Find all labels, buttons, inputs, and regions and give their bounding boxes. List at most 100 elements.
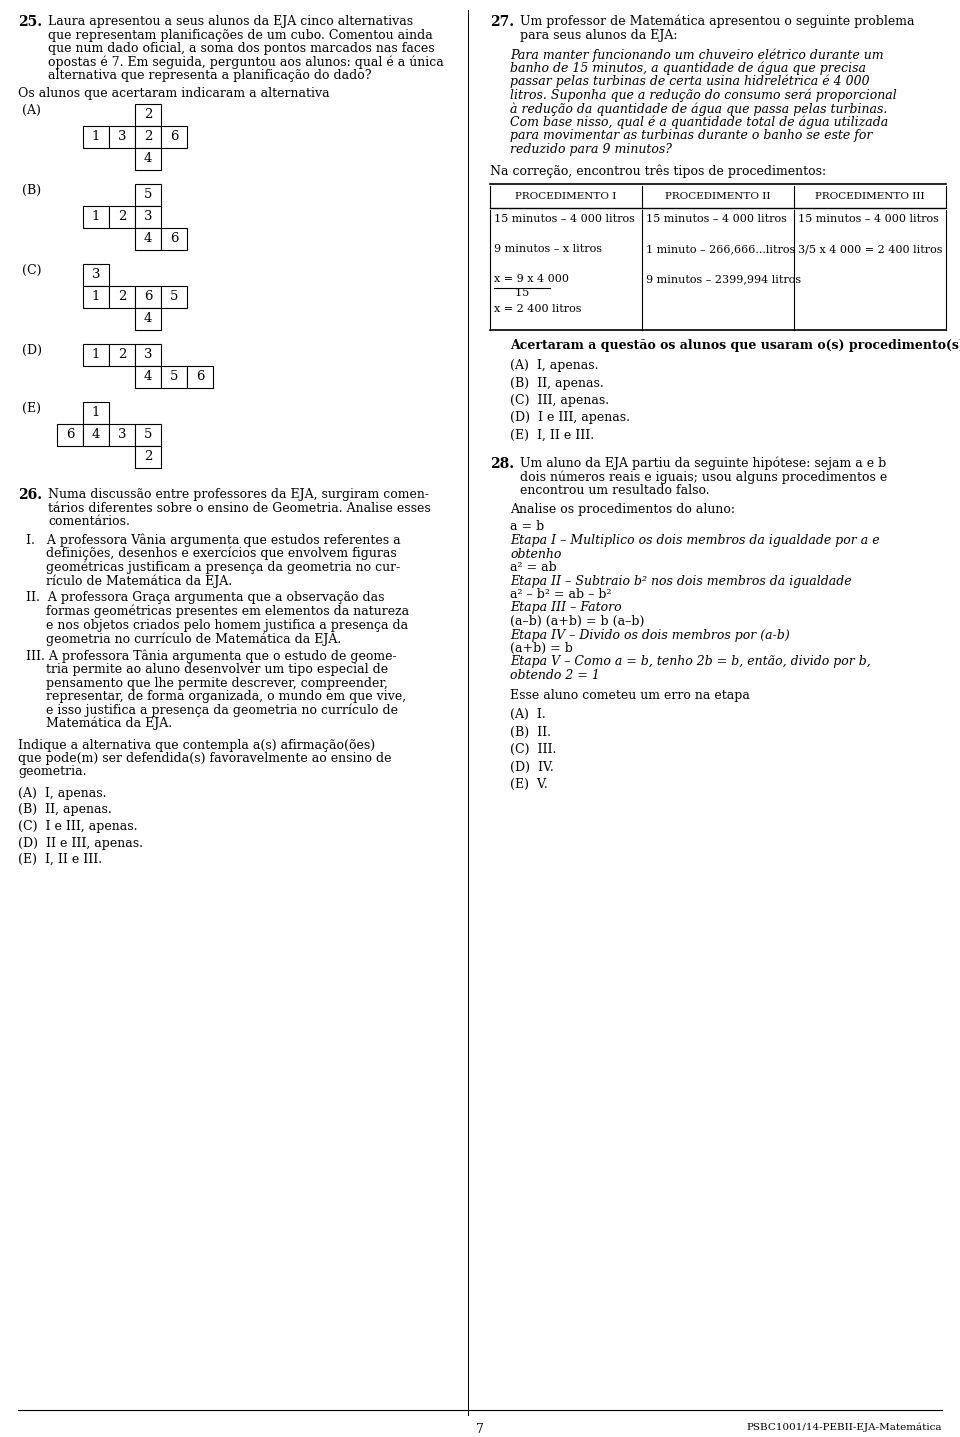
Text: Para manter funcionando um chuveiro elétrico durante um: Para manter funcionando um chuveiro elét… [510, 47, 883, 62]
Text: à redução da quantidade de água que passa pelas turbinas.: à redução da quantidade de água que pass… [510, 102, 887, 115]
Bar [135, 228, 161, 250]
Text: Etapa I – Multiplico os dois membros da igualdade por a e: Etapa I – Multiplico os dois membros da … [510, 535, 879, 547]
Text: 1: 1 [92, 407, 100, 420]
Text: Numa discussão entre professores da EJA, surgiram comen-: Numa discussão entre professores da EJA,… [48, 489, 429, 502]
Text: 6: 6 [65, 428, 74, 441]
Text: 6: 6 [196, 371, 204, 384]
Text: e nos objetos criados pelo homem justifica a presença da: e nos objetos criados pelo homem justifi… [26, 618, 408, 631]
Text: tria permite ao aluno desenvolver um tipo especial de: tria permite ao aluno desenvolver um tip… [26, 662, 388, 675]
Text: 9 minutos – 2399,994 litros: 9 minutos – 2399,994 litros [646, 274, 802, 285]
Text: 5: 5 [170, 371, 179, 384]
Text: 4: 4 [144, 371, 153, 384]
Text: 26.: 26. [18, 489, 42, 502]
Bar [109, 343, 135, 366]
Text: dois números reais e iguais; usou alguns procedimentos e: dois números reais e iguais; usou alguns… [520, 470, 887, 483]
Text: 2: 2 [118, 290, 126, 303]
Text: 3: 3 [118, 131, 127, 144]
Text: definições, desenhos e exercícios que envolvem figuras: definições, desenhos e exercícios que en… [26, 547, 396, 560]
Text: 5: 5 [144, 188, 153, 201]
Text: (C)  III, apenas.: (C) III, apenas. [510, 394, 610, 407]
Text: PROCEDIMENTO I: PROCEDIMENTO I [516, 193, 616, 201]
Text: Etapa IV – Divido os dois membros por (a-b): Etapa IV – Divido os dois membros por (a… [510, 628, 790, 641]
Text: Analise os procedimentos do aluno:: Analise os procedimentos do aluno: [510, 503, 735, 516]
Text: comentários.: comentários. [48, 514, 130, 527]
Text: Indique a alternativa que contempla a(s) afirmação(ões): Indique a alternativa que contempla a(s)… [18, 739, 375, 752]
Text: a² = ab: a² = ab [510, 560, 557, 573]
Bar [135, 343, 161, 366]
Text: 28.: 28. [490, 457, 515, 470]
Text: 15: 15 [494, 287, 529, 297]
Bar [83, 264, 109, 286]
Text: (C)  I e III, apenas.: (C) I e III, apenas. [18, 821, 137, 833]
Text: 3: 3 [92, 269, 100, 282]
Bar [109, 286, 135, 308]
Text: que num dado oficial, a soma dos pontos marcados nas faces: que num dado oficial, a soma dos pontos … [48, 42, 435, 55]
Bar [161, 126, 187, 148]
Text: 1: 1 [92, 131, 100, 144]
Bar [83, 126, 109, 148]
Text: 4: 4 [144, 233, 153, 246]
Text: (E)  I, II e III.: (E) I, II e III. [18, 854, 102, 867]
Text: (D): (D) [22, 343, 42, 356]
Text: 6: 6 [144, 290, 153, 303]
Text: 9 minutos – x litros: 9 minutos – x litros [494, 244, 602, 254]
Text: (D)  I e III, apenas.: (D) I e III, apenas. [510, 411, 630, 424]
Text: 2: 2 [144, 131, 153, 144]
Text: 5: 5 [170, 290, 179, 303]
Bar [135, 366, 161, 388]
Text: (a–b) (a+b) = b (a–b): (a–b) (a+b) = b (a–b) [510, 615, 644, 628]
Text: 6: 6 [170, 131, 179, 144]
Text: III. A professora Tânia argumenta que o estudo de geome-: III. A professora Tânia argumenta que o … [26, 650, 396, 662]
Text: Acertaram a questão os alunos que usaram o(s) procedimento(s): Acertaram a questão os alunos que usaram… [510, 339, 960, 352]
Text: 15 minutos – 4 000 litros: 15 minutos – 4 000 litros [798, 214, 939, 224]
Text: litros. Suponha que a redução do consumo será proporcional: litros. Suponha que a redução do consumo… [510, 89, 897, 102]
Text: 3: 3 [118, 428, 127, 441]
Text: obtenho: obtenho [510, 547, 562, 560]
Text: 4: 4 [92, 428, 100, 441]
Bar [135, 445, 161, 468]
Text: (C): (C) [22, 264, 41, 277]
Text: 1: 1 [92, 210, 100, 224]
Text: Etapa V – Como a = b, tenho 2b = b, então, divido por b,: Etapa V – Como a = b, tenho 2b = b, entã… [510, 655, 871, 668]
Text: que pode(m) ser defendida(s) favoravelmente ao ensino de: que pode(m) ser defendida(s) favoravelme… [18, 752, 392, 764]
Text: 27.: 27. [490, 14, 515, 29]
Text: obtendo 2 = 1: obtendo 2 = 1 [510, 670, 600, 683]
Text: 2: 2 [144, 451, 153, 464]
Text: (D)  II e III, apenas.: (D) II e III, apenas. [18, 836, 143, 849]
Text: representar, de forma organizada, o mundo em que vive,: representar, de forma organizada, o mund… [26, 690, 406, 703]
Text: (A): (A) [22, 103, 41, 116]
Text: (B)  II, apenas.: (B) II, apenas. [18, 803, 111, 816]
Text: Matemática da EJA.: Matemática da EJA. [26, 717, 172, 730]
Text: 1: 1 [92, 349, 100, 362]
Text: (B)  II, apenas.: (B) II, apenas. [510, 376, 604, 389]
Text: (B)  II.: (B) II. [510, 726, 551, 739]
Text: 4: 4 [144, 152, 153, 165]
Text: passar pelas turbinas de certa usina hidrelétrica é 4 000: passar pelas turbinas de certa usina hid… [510, 75, 870, 89]
Bar [135, 184, 161, 205]
Bar [135, 286, 161, 308]
Bar [135, 205, 161, 228]
Text: (a+b) = b: (a+b) = b [510, 642, 573, 655]
Bar [83, 402, 109, 424]
Text: (D)  IV.: (D) IV. [510, 760, 554, 773]
Text: 15 minutos – 4 000 litros: 15 minutos – 4 000 litros [646, 214, 787, 224]
Text: 2: 2 [144, 109, 153, 122]
Text: Laura apresentou a seus alunos da EJA cinco alternativas: Laura apresentou a seus alunos da EJA ci… [48, 14, 413, 27]
Text: (C)  III.: (C) III. [510, 743, 557, 756]
Bar [187, 366, 213, 388]
Text: 5: 5 [144, 428, 153, 441]
Text: (A)  I.: (A) I. [510, 708, 545, 721]
Text: 25.: 25. [18, 14, 42, 29]
Bar [83, 286, 109, 308]
Bar [135, 424, 161, 445]
Text: (A)  I, apenas.: (A) I, apenas. [510, 359, 598, 372]
Text: (B): (B) [22, 184, 41, 197]
Text: 7: 7 [476, 1423, 484, 1436]
Text: opostas é 7. Em seguida, perguntou aos alunos: qual é a única: opostas é 7. Em seguida, perguntou aos a… [48, 56, 444, 69]
Text: pensamento que lhe permite descrever, compreender,: pensamento que lhe permite descrever, co… [26, 677, 388, 690]
Text: formas geométricas presentes em elementos da natureza: formas geométricas presentes em elemento… [26, 605, 409, 618]
Bar [57, 424, 83, 445]
Bar [135, 126, 161, 148]
Text: 4: 4 [144, 312, 153, 326]
Text: para seus alunos da EJA:: para seus alunos da EJA: [520, 29, 678, 42]
